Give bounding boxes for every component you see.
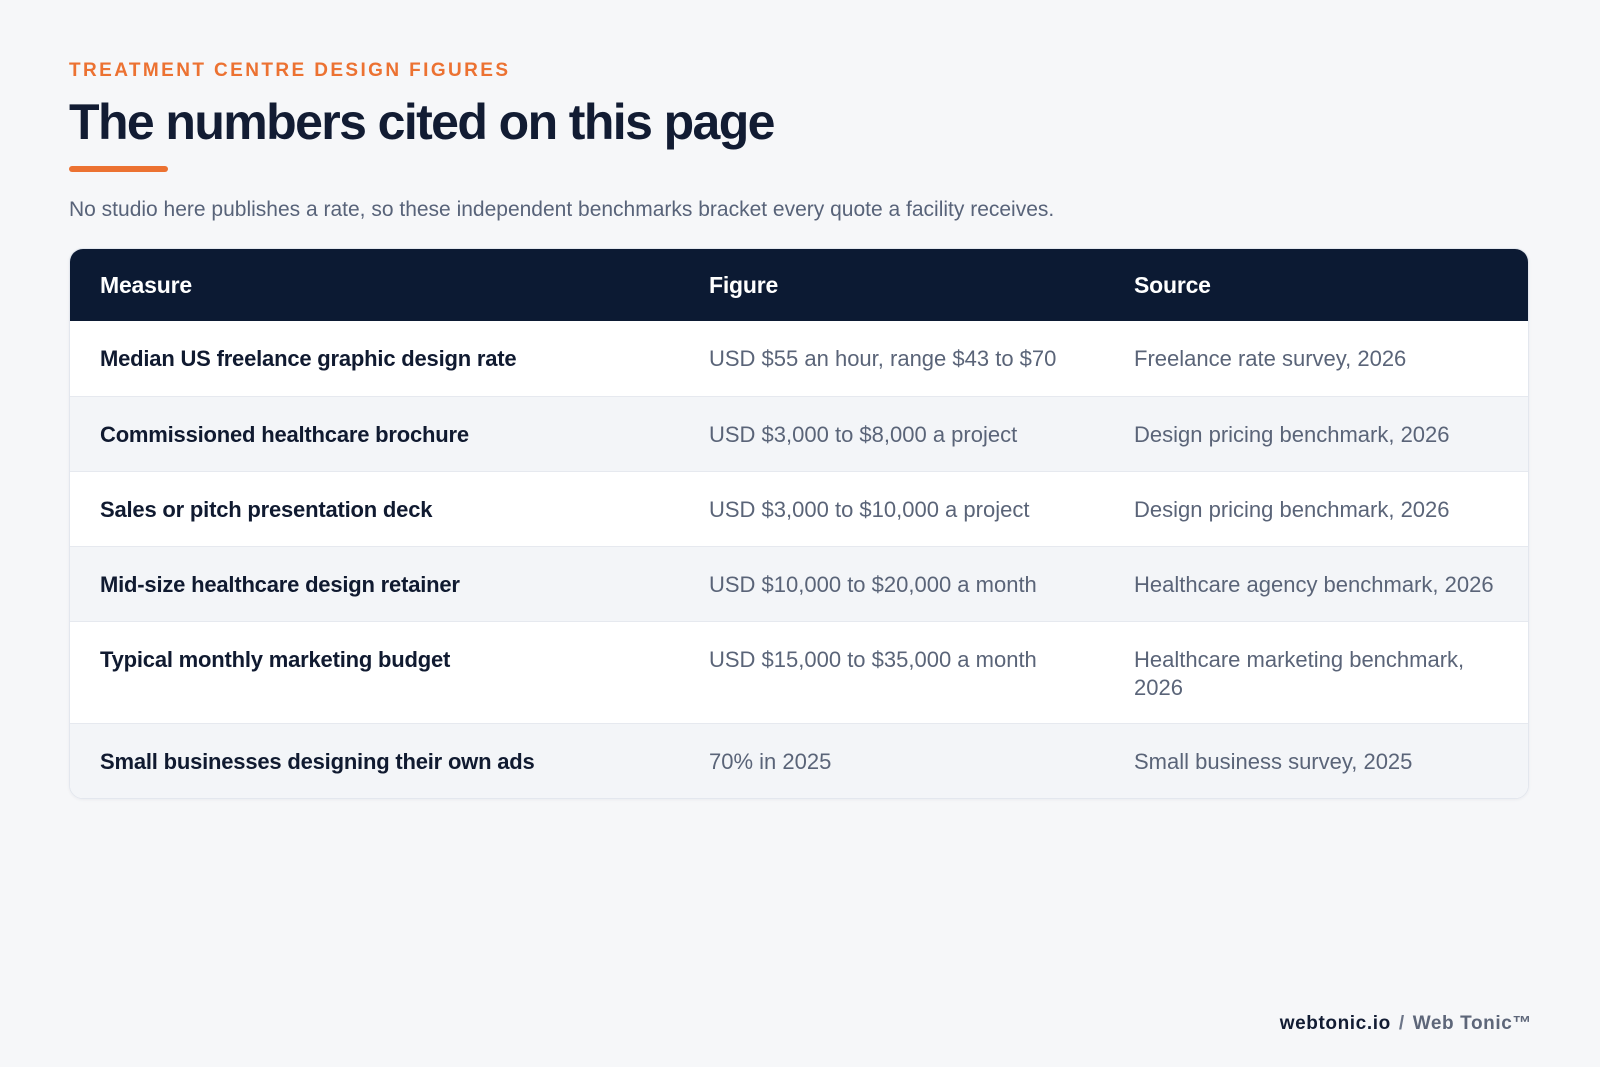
- source-cell: Healthcare agency benchmark, 2026: [1134, 571, 1494, 597]
- source-cell: Freelance rate survey, 2026: [1134, 346, 1407, 371]
- figure-cell: USD $15,000 to $35,000 a month: [709, 646, 1037, 672]
- page-title: The numbers cited on this page: [69, 94, 775, 150]
- column-header-source: Source: [1134, 271, 1211, 298]
- table-row: Sales or pitch presentation deck USD $3,…: [70, 471, 1528, 546]
- source-cell: Healthcare marketing benchmark, 2026: [1134, 646, 1465, 700]
- eyebrow-label: TREATMENT CENTRE DESIGN FIGURES: [69, 60, 511, 81]
- figure-cell: USD $10,000 to $20,000 a month: [709, 571, 1037, 597]
- title-underline: [69, 166, 168, 172]
- footer-separator: /: [1398, 1013, 1405, 1034]
- table-row: Typical monthly marketing budget USD $15…: [70, 621, 1528, 723]
- benchmark-table: Measure Figure Source Median US freelanc…: [70, 249, 1528, 798]
- benchmark-table-card: Measure Figure Source Median US freelanc…: [69, 248, 1529, 799]
- table-row: Small businesses designing their own ads…: [70, 723, 1528, 798]
- page-subtitle: No studio here publishes a rate, so thes…: [69, 198, 1055, 221]
- source-cell: Design pricing benchmark, 2026: [1134, 496, 1450, 522]
- column-header-measure: Measure: [100, 271, 192, 298]
- table-row: Commissioned healthcare brochure USD $3,…: [70, 396, 1528, 471]
- footer-domain: webtonic.io: [1279, 1013, 1391, 1034]
- measure-cell: Mid-size healthcare design retainer: [100, 571, 460, 597]
- table-header-row: Measure Figure Source: [70, 249, 1528, 321]
- source-cell: Small business survey, 2025: [1134, 748, 1413, 774]
- table-body: Median US freelance graphic design rate …: [70, 321, 1528, 798]
- measure-cell: Commissioned healthcare brochure: [100, 421, 469, 447]
- footer-brand: Web Tonic™: [1412, 1013, 1532, 1034]
- figure-cell: 70% in 2025: [709, 748, 832, 774]
- table-row: Median US freelance graphic design rate …: [70, 321, 1528, 396]
- table-row: Mid-size healthcare design retainer USD …: [70, 546, 1528, 621]
- table-header: Measure Figure Source: [70, 249, 1528, 321]
- measure-cell: Small businesses designing their own ads: [100, 748, 535, 774]
- measure-cell: Typical monthly marketing budget: [100, 646, 451, 672]
- figure-cell: USD $55 an hour, range $43 to $70: [709, 346, 1057, 371]
- measure-cell: Median US freelance graphic design rate: [100, 346, 517, 371]
- column-header-figure: Figure: [709, 271, 779, 298]
- figure-cell: USD $3,000 to $8,000 a project: [709, 421, 1018, 447]
- footer-credit: webtonic.io / Web Tonic™: [1280, 1013, 1532, 1035]
- figure-cell: USD $3,000 to $10,000 a project: [709, 496, 1030, 522]
- source-cell: Design pricing benchmark, 2026: [1134, 421, 1450, 447]
- measure-cell: Sales or pitch presentation deck: [100, 496, 433, 522]
